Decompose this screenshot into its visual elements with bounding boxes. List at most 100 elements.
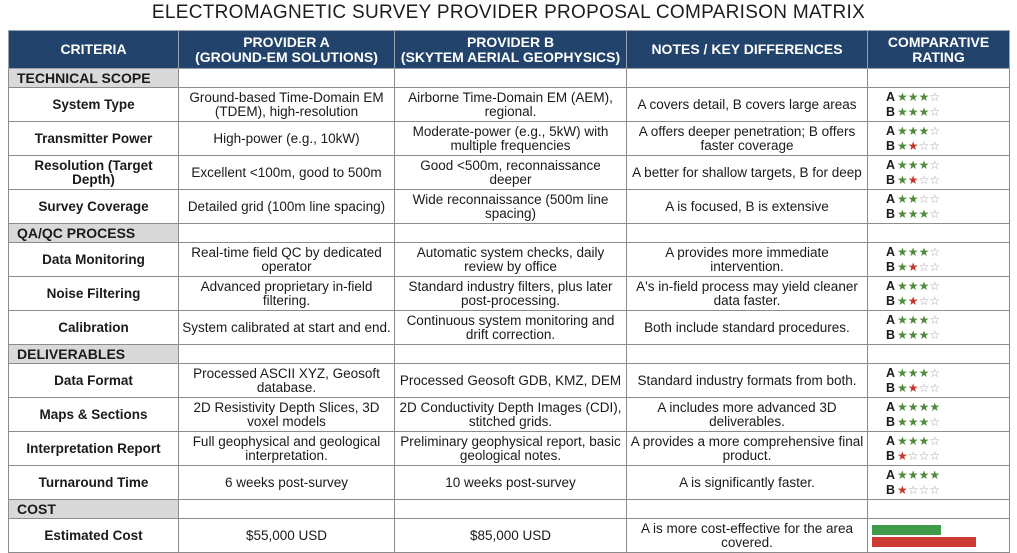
rating-a: A ★★★☆ <box>886 158 1006 173</box>
star-icon: ☆ <box>929 293 941 308</box>
table-row: Resolution (Target Depth) Excellent <100m… <box>8 155 1010 190</box>
provider-a-cell: $55,000 USD <box>178 518 395 553</box>
rating-b: B ★★☆☆ <box>886 139 1006 154</box>
section-blank-cell <box>178 499 395 519</box>
star-icon: ★ <box>918 206 930 221</box>
header-label: PROVIDER B (SKYTEM AERIAL GEOPHYSICS) <box>400 33 621 65</box>
star-icon: ☆ <box>918 380 930 395</box>
star-icon: ★ <box>918 365 930 380</box>
section-blank-cell <box>867 68 1010 88</box>
criteria-cell: Data Format <box>8 363 179 398</box>
cost-bar-a <box>872 524 941 535</box>
table-row: Estimated Cost $55,000 USD $85,000 USD A is… <box>8 518 1010 553</box>
notes-cell: A's in-field process may yield cleaner d… <box>626 276 868 311</box>
rating-a: A ★★☆☆ <box>886 192 1006 207</box>
cost-comparison-bar <box>872 523 976 549</box>
star-icon: ☆ <box>929 414 941 429</box>
provider-b-cell: Processed Geosoft GDB, KMZ, DEM <box>394 363 627 398</box>
star-icon: ★ <box>897 312 908 327</box>
table-row: Maps & Sections 2D Resistivity Depth Slic… <box>8 397 1010 432</box>
section-row: TECHNICAL SCOPE <box>8 68 1010 88</box>
criteria-cell: Interpretation Report <box>8 431 179 466</box>
star-icon: ☆ <box>918 191 930 206</box>
star-icon: ☆ <box>929 191 941 206</box>
rating-provider-label: A <box>886 433 896 448</box>
star-icon: ★ <box>907 172 919 187</box>
notes-cell: A covers detail, B covers large areas <box>626 87 868 122</box>
star-icon: ★ <box>907 138 919 153</box>
star-icon: ★ <box>897 138 908 153</box>
notes-cell: A better for shallow targets, B for deep <box>626 155 868 190</box>
star-icon: ★ <box>907 365 919 380</box>
star-icon: ★ <box>897 89 908 104</box>
notes-cell: A includes more advanced 3D deliverables… <box>626 397 868 432</box>
rating-provider-label: B <box>886 327 896 342</box>
table-row: Survey Coverage Detailed grid (100m line … <box>8 189 1010 224</box>
rating-cell <box>867 518 1010 553</box>
star-icon: ★ <box>907 244 919 259</box>
star-icon: ☆ <box>929 104 941 119</box>
rating-b: B ★★★☆ <box>886 415 1006 430</box>
section-blank-cell <box>178 68 395 88</box>
star-icon: ★ <box>918 278 930 293</box>
rating-a: A ★★★☆ <box>886 90 1006 105</box>
rating-b: B ★★★☆ <box>886 207 1006 222</box>
star-icon: ★ <box>907 206 919 221</box>
star-icon: ☆ <box>929 89 941 104</box>
star-icon: ★ <box>907 278 919 293</box>
rating-provider-label: A <box>886 278 896 293</box>
rating-a: A ★★★☆ <box>886 124 1006 139</box>
criteria-cell: Transmitter Power <box>8 121 179 156</box>
provider-b-cell: Preliminary geophysical report, basic ge… <box>394 431 627 466</box>
star-icon: ★ <box>918 157 930 172</box>
star-icon: ☆ <box>929 206 941 221</box>
table-row: Calibration System calibrated at start an… <box>8 310 1010 345</box>
rating-provider-label: B <box>886 259 896 274</box>
rating-b: B ★★☆☆ <box>886 294 1006 309</box>
notes-cell: A is significantly faster. <box>626 465 868 500</box>
star-icon: ★ <box>907 467 919 482</box>
provider-a-cell: 6 weeks post-survey <box>178 465 395 500</box>
section-blank-cell <box>626 68 868 88</box>
table-row: System Type Ground-based Time-Domain EM (… <box>8 87 1010 122</box>
star-icon: ☆ <box>929 365 941 380</box>
rating-cell: A ★★★☆ B ★★☆☆ <box>867 155 1010 190</box>
rating-provider-label: A <box>886 399 896 414</box>
star-icon: ★ <box>907 293 919 308</box>
section-blank-cell <box>867 499 1010 519</box>
rating-a: A ★★★☆ <box>886 279 1006 294</box>
rating-cell: A ★★★★ B ★☆☆☆ <box>867 465 1010 500</box>
rating-b: B ★★☆☆ <box>886 260 1006 275</box>
rating-provider-label: A <box>886 123 896 138</box>
provider-b-cell: Automatic system checks, daily review by… <box>394 242 627 277</box>
provider-b-cell: Good <500m, reconnaissance deeper <box>394 155 627 190</box>
star-icon: ★ <box>918 89 930 104</box>
rating-cell: A ★★★☆ B ★★☆☆ <box>867 121 1010 156</box>
star-icon: ★ <box>897 191 908 206</box>
table-row: Transmitter Power High-power (e.g., 10kW)… <box>8 121 1010 156</box>
comparison-matrix: CRITERIA PROVIDER A (GROUND-EM SOLUTIONS)… <box>8 30 1010 553</box>
star-icon: ★ <box>897 278 908 293</box>
provider-b-cell: Standard industry filters, plus later po… <box>394 276 627 311</box>
criteria-cell: Survey Coverage <box>8 189 179 224</box>
section-title: COST <box>8 499 179 519</box>
notes-cell: A is focused, B is extensive <box>626 189 868 224</box>
header-row: CRITERIA PROVIDER A (GROUND-EM SOLUTIONS)… <box>8 30 1010 69</box>
star-icon: ☆ <box>929 138 941 153</box>
rating-a: A ★★★★ <box>886 400 1006 415</box>
star-icon: ★ <box>918 414 930 429</box>
rating-a: A ★★★☆ <box>886 313 1006 328</box>
criteria-cell: Turnaround Time <box>8 465 179 500</box>
notes-cell: A provides more immediate intervention. <box>626 242 868 277</box>
rating-provider-label: A <box>886 312 896 327</box>
header-label: COMPARATIVE RATING <box>887 33 990 65</box>
star-icon: ★ <box>907 414 919 429</box>
provider-a-cell: Processed ASCII XYZ, Geosoft database. <box>178 363 395 398</box>
rating-cell: A ★★★☆ B ★★☆☆ <box>867 363 1010 398</box>
star-icon: ☆ <box>929 482 941 497</box>
rating-provider-label: A <box>886 467 896 482</box>
table-row: Noise Filtering Advanced proprietary in-f… <box>8 276 1010 311</box>
star-icon: ★ <box>897 467 908 482</box>
section-blank-cell <box>178 344 395 364</box>
star-icon: ★ <box>918 123 930 138</box>
